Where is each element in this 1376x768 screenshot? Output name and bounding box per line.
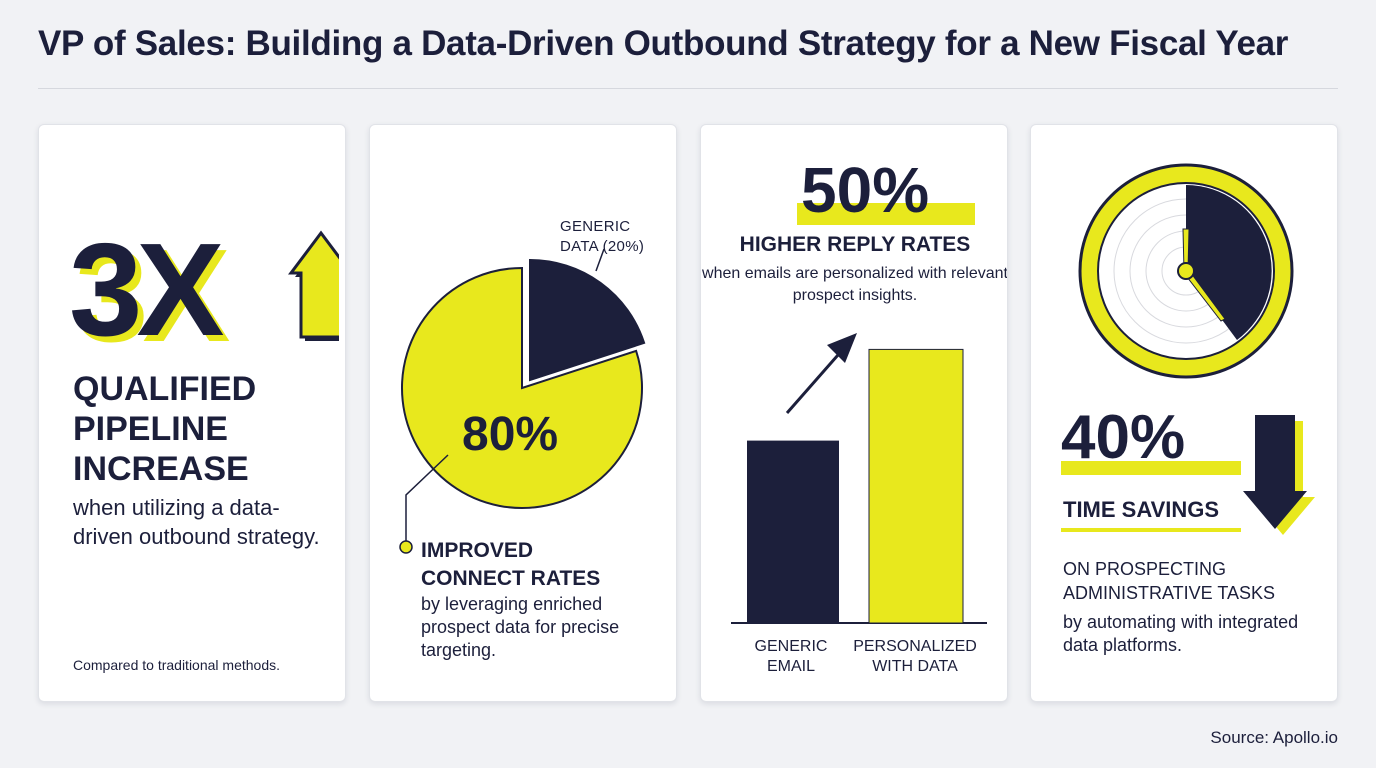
pie-slice-generic	[529, 258, 646, 382]
time-heading: TIME SAVINGS	[1063, 497, 1220, 522]
reply-stat-wrap: 50%	[797, 154, 975, 226]
time-stat: 40%	[1061, 403, 1186, 472]
time-stat-highlight	[1061, 461, 1241, 475]
bar-label-generic: GENERIC EMAIL	[754, 638, 828, 675]
time-stat-wrap: 40%	[1061, 403, 1241, 475]
reply-stat: 50%	[801, 154, 930, 226]
connect-heading: IMPROVED CONNECT RATES	[421, 539, 601, 590]
page-title: VP of Sales: Building a Data-Driven Outb…	[38, 24, 1289, 63]
pipeline-heading: QUALIFIED PIPELINE INCREASE	[73, 370, 257, 488]
clock-icon	[1078, 163, 1315, 535]
source-credit: Source: Apollo.io	[1210, 728, 1338, 747]
connect-body: by leveraging enriched prospect data for…	[421, 594, 620, 660]
pipeline-stat: 3X	[69, 223, 223, 353]
connect-stat: 80%	[462, 408, 559, 461]
card-reply: 50% HIGHER REPLY RATES when emails are p…	[700, 124, 1008, 702]
bar-generic-email	[747, 440, 839, 623]
pipeline-stat-shadow: 3X	[75, 223, 229, 353]
enriched-leader-line	[405, 454, 449, 545]
time-body: by automating with integrated data platf…	[1063, 612, 1299, 655]
pipeline-stat-graphic: 3X 3X	[69, 223, 339, 353]
card-time: 40% TIME SAVINGS ON PROSPECTING ADMINIST…	[1030, 124, 1338, 702]
time-subheading: ON PROSPECTING ADMINISTRATIVE TASKS	[1063, 559, 1276, 603]
bar-personalized	[868, 348, 964, 624]
reply-body: when emails are personalized with releva…	[702, 265, 1008, 304]
generic-leader-line	[595, 248, 605, 272]
pie-label-generic: GENERIC DATA (20%)	[560, 218, 645, 255]
bar-chart	[731, 333, 987, 624]
down-arrow-icon	[1243, 415, 1315, 535]
card-connect: GENERIC DATA (20%) 80% IMPROVED CONNECT …	[369, 124, 677, 702]
pie-slice-enriched	[401, 266, 643, 509]
enriched-leader-dot	[399, 540, 413, 554]
up-arrow-icon	[288, 230, 339, 341]
card-pipeline: 3X 3X QUALIFIED PIPELINE INCREASE when u…	[38, 124, 346, 702]
reply-heading: HIGHER REPLY RATES	[739, 233, 971, 256]
pie-chart	[399, 248, 646, 554]
reply-stat-highlight	[797, 203, 975, 225]
growth-arrow-icon	[785, 333, 857, 414]
pipeline-footnote: Compared to traditional methods.	[73, 657, 280, 673]
pipeline-body: when utilizing a data-driven outbound st…	[73, 495, 320, 549]
time-heading-underline	[1061, 528, 1241, 532]
title-divider	[38, 88, 1338, 89]
clock-time-wedge	[1186, 185, 1272, 340]
bar-label-personalized: PERSONALIZED WITH DATA	[853, 638, 977, 675]
